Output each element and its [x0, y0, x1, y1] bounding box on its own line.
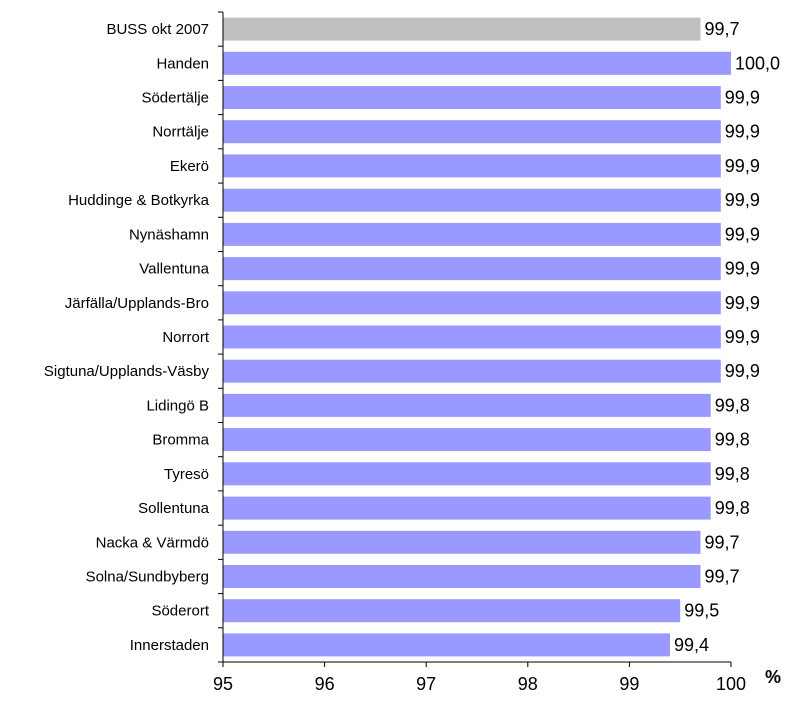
value-label: 99,8 — [715, 498, 750, 518]
bar — [223, 359, 721, 383]
bar — [223, 393, 711, 417]
value-label: 99,7 — [705, 567, 740, 587]
category-label: Sollentuna — [138, 500, 210, 517]
value-label: 99,9 — [725, 327, 760, 347]
category-label: Söderort — [151, 603, 209, 620]
value-label: 99,8 — [715, 430, 750, 450]
value-label: 99,9 — [725, 259, 760, 279]
bars-layer — [223, 17, 731, 657]
bar — [223, 565, 701, 588]
category-label: Södertälje — [141, 90, 209, 107]
value-label: 99,7 — [705, 19, 740, 39]
value-label: 99,9 — [725, 156, 760, 176]
category-label: Norrtälje — [152, 124, 209, 141]
x-tick-label: 96 — [315, 674, 335, 694]
value-label: 99,8 — [715, 395, 750, 415]
bar — [223, 17, 701, 41]
bar — [223, 188, 721, 212]
bar — [223, 86, 721, 109]
unit-label: % — [765, 667, 781, 687]
category-label: BUSS okt 2007 — [106, 21, 209, 38]
value-label: 99,7 — [705, 532, 740, 552]
category-label: Bromma — [152, 432, 209, 449]
category-label: Tyresö — [164, 466, 209, 483]
value-label: 99,9 — [725, 224, 760, 244]
bar — [223, 257, 721, 281]
value-label: 99,9 — [725, 122, 760, 142]
value-label: 99,8 — [715, 464, 750, 484]
category-label: Järfälla/Upplands-Bro — [65, 295, 209, 312]
value-label: 99,9 — [725, 361, 760, 381]
bar — [223, 633, 670, 657]
value-label: 99,9 — [725, 293, 760, 313]
bar — [223, 291, 721, 315]
bar — [223, 222, 721, 246]
category-label: Handen — [156, 55, 209, 72]
category-label: Huddinge & Botkyrka — [68, 192, 210, 209]
category-label: Nynäshamn — [129, 226, 209, 243]
bar — [223, 120, 721, 144]
bar — [223, 496, 711, 520]
category-label: Lidingö B — [146, 397, 209, 414]
category-label: Norrort — [162, 329, 210, 346]
bar — [223, 325, 721, 349]
bar — [223, 154, 721, 178]
bar — [223, 428, 711, 452]
value-label: 99,5 — [684, 601, 719, 621]
category-label: Innerstaden — [130, 637, 209, 654]
x-tick-label: 98 — [518, 674, 538, 694]
x-tick-label: 97 — [416, 674, 436, 694]
bar — [223, 51, 731, 75]
value-label: 99,4 — [674, 635, 709, 655]
category-label: Solna/Sundbyberg — [86, 569, 209, 586]
category-label: Ekerö — [170, 158, 209, 175]
axis-layer: BUSS okt 2007 99,7 Handen 100,0 Södertälje 99… — [44, 11, 780, 694]
category-label: Sigtuna/Upplands-Väsby — [44, 363, 210, 380]
bar — [223, 599, 681, 623]
bar — [223, 462, 711, 486]
x-tick-label: 100 — [716, 674, 746, 694]
bar — [223, 530, 701, 554]
value-label: 100,0 — [735, 53, 780, 73]
x-tick-label: 95 — [213, 674, 233, 694]
x-tick-label: 99 — [619, 674, 639, 694]
value-label: 99,9 — [725, 190, 760, 210]
category-label: Vallentuna — [139, 261, 209, 278]
value-label: 99,9 — [725, 88, 760, 108]
category-label: Nacka & Värmdö — [96, 534, 209, 551]
